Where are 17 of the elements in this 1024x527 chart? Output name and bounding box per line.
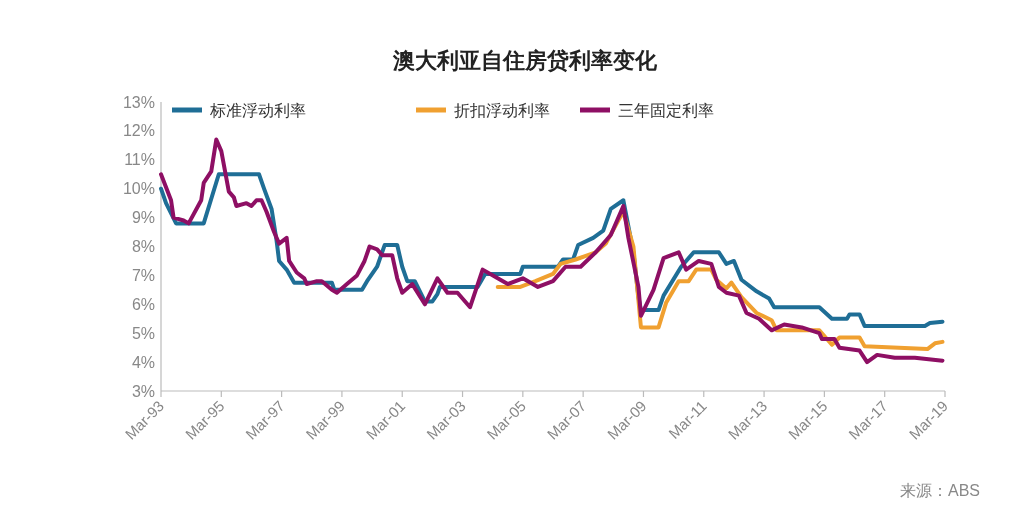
line-series bbox=[159, 137, 945, 365]
y-tick-label: 11% bbox=[124, 151, 155, 169]
y-tick-label: 8% bbox=[131, 238, 155, 255]
y-tick-label: 13% bbox=[122, 93, 155, 111]
chart-title: 澳大利亚自住房贷利率变化 bbox=[392, 48, 658, 73]
legend-label: 标准浮动利率 bbox=[209, 102, 306, 119]
y-tick-label: 7% bbox=[131, 266, 155, 284]
y-tick-label: 6% bbox=[131, 295, 155, 313]
source-note: 来源：ABS bbox=[899, 482, 980, 499]
y-tick-label: 3% bbox=[131, 382, 155, 400]
legend-label: 折扣浮动利率 bbox=[454, 102, 550, 119]
y-tick-label: 4% bbox=[131, 353, 155, 371]
y-tick-label: 10% bbox=[122, 180, 155, 198]
y-tick-label: 9% bbox=[131, 209, 155, 227]
y-tick-label: 12% bbox=[122, 122, 155, 140]
y-tick-label: 5% bbox=[131, 324, 155, 342]
legend-label: 三年固定利率 bbox=[618, 102, 714, 119]
